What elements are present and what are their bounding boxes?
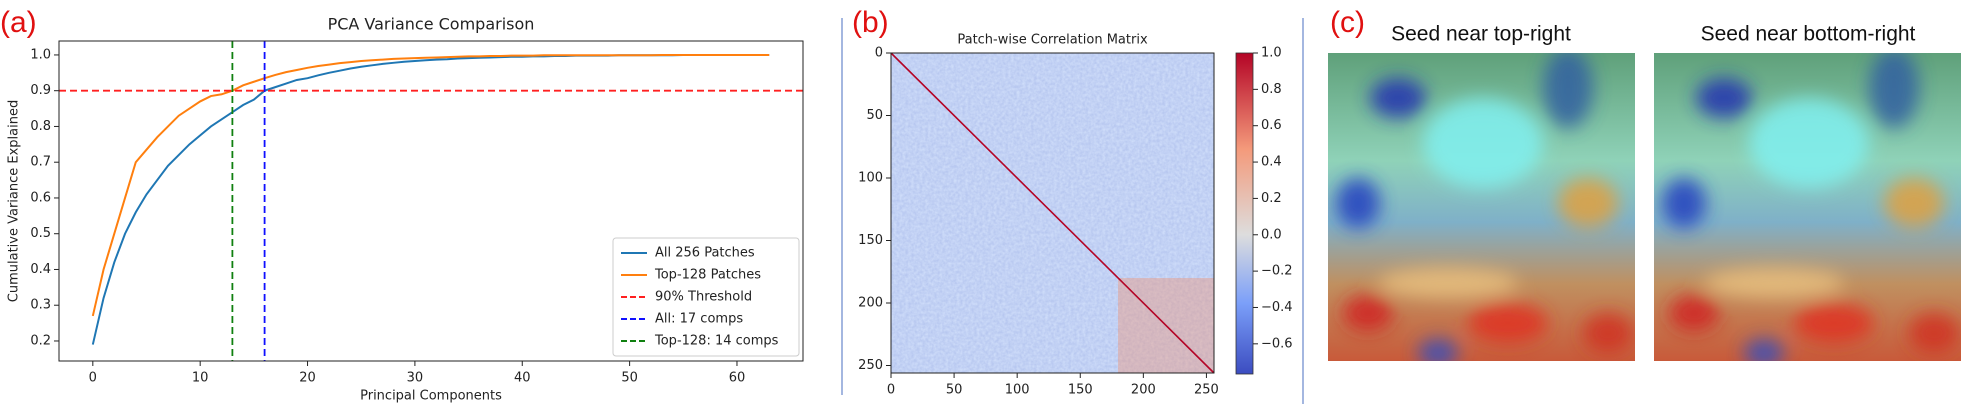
y-tick-label: 0.8 xyxy=(30,119,51,134)
y-tick-label: 0.2 xyxy=(30,333,51,348)
colorbar-tick-label: −0.2 xyxy=(1261,264,1293,279)
y-tick-label: 0.6 xyxy=(30,190,51,205)
y-tick-label: 100 xyxy=(858,171,883,186)
x-tick-label: 60 xyxy=(729,371,746,386)
plot-frame xyxy=(890,52,1215,374)
y-tick-label: 1.0 xyxy=(30,47,51,62)
y-tick-label: 0.3 xyxy=(30,298,51,313)
legend-label: All 256 Patches xyxy=(655,246,755,261)
colorbar-tick-label: −0.6 xyxy=(1261,336,1293,351)
legend-label: Top-128: 14 comps xyxy=(654,334,779,349)
x-tick-label: 0 xyxy=(887,383,895,398)
x-tick-label: 30 xyxy=(407,371,424,386)
image-title: Seed near top-right xyxy=(1391,23,1571,46)
image-title: Seed near bottom-right xyxy=(1701,23,1916,46)
x-tick-label: 50 xyxy=(621,371,638,386)
colorbar-tick-label: 0.2 xyxy=(1261,191,1282,206)
x-tick-label: 0 xyxy=(89,371,97,386)
y-tick-label: 250 xyxy=(858,358,883,373)
colorbar-tick-label: 0.0 xyxy=(1261,227,1282,242)
colorbar xyxy=(1235,52,1254,375)
y-tick-label: 0 xyxy=(875,46,883,61)
y-tick-label: 0.7 xyxy=(30,155,51,170)
x-tick-label: 250 xyxy=(1194,383,1219,398)
x-tick-label: 100 xyxy=(1005,383,1030,398)
x-tick-label: 10 xyxy=(192,371,209,386)
heatmap xyxy=(890,52,1215,374)
x-tick-label: 40 xyxy=(514,371,531,386)
legend-label: All: 17 comps xyxy=(655,312,743,327)
x-tick-label: 200 xyxy=(1131,383,1156,398)
x-tick-label: 50 xyxy=(946,383,963,398)
colorbar-tick-label: 0.4 xyxy=(1261,155,1282,170)
legend-label: Top-128 Patches xyxy=(654,268,761,283)
panel-label: (c) xyxy=(1330,6,1365,39)
y-tick-label: 50 xyxy=(866,108,883,123)
y-tick-label: 150 xyxy=(858,233,883,248)
overlay-image xyxy=(1654,48,1961,367)
x-tick-label: 20 xyxy=(299,371,316,386)
colorbar-tick-label: −0.4 xyxy=(1261,300,1293,315)
y-tick-label: 200 xyxy=(858,296,883,311)
colorbar-tick-label: 0.8 xyxy=(1261,82,1282,97)
x-tick-label: 150 xyxy=(1068,383,1093,398)
chart-title: Patch-wise Correlation Matrix xyxy=(957,33,1148,48)
chart-title: PCA Variance Comparison xyxy=(328,15,535,34)
y-axis-label: Cumulative Variance Explained xyxy=(7,100,22,302)
overlay-image xyxy=(1328,48,1635,367)
plot-frame xyxy=(58,40,804,362)
colorbar-tick-label: 1.0 xyxy=(1261,46,1282,61)
legend-label: 90% Threshold xyxy=(655,290,752,305)
colorbar-tick-label: 0.6 xyxy=(1261,118,1282,133)
series-line xyxy=(91,53,770,317)
y-tick-label: 0.9 xyxy=(30,83,51,98)
x-axis-label: Principal Components xyxy=(360,389,502,404)
panel-label: (b) xyxy=(852,6,889,39)
y-tick-label: 0.4 xyxy=(30,262,51,277)
legend-box xyxy=(612,237,800,357)
y-tick-label: 0.5 xyxy=(30,226,51,241)
panel-label: (a) xyxy=(0,6,37,39)
